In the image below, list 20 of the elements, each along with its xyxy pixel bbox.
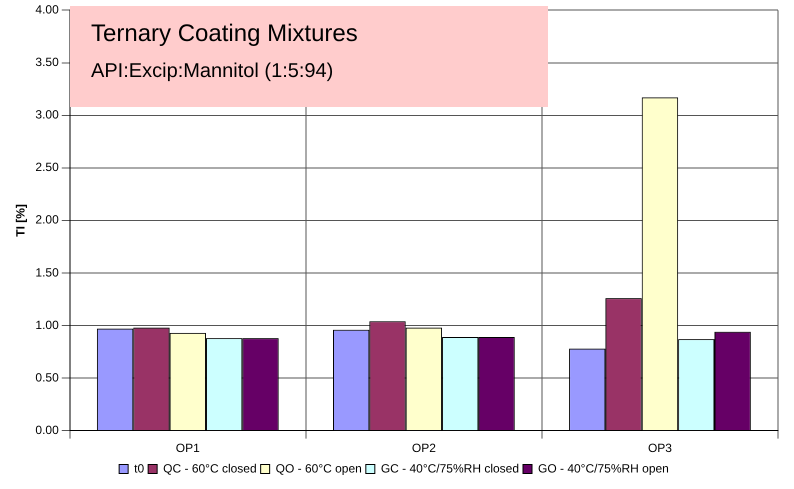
y-axis-title: TI [%] bbox=[14, 204, 28, 237]
legend-label: QC - 60°C closed bbox=[163, 461, 257, 476]
y-tick-label: 2.50 bbox=[35, 160, 60, 174]
y-tick-label: 0.50 bbox=[35, 370, 60, 384]
legend-label: GO - 40°C/75%RH open bbox=[538, 461, 669, 476]
chart-title: Ternary Coating Mixtures bbox=[91, 20, 359, 48]
legend-label: GC - 40°C/75%RH closed bbox=[380, 461, 520, 476]
y-tick-label: 2.00 bbox=[35, 212, 60, 227]
legend-label: QO - 60°C open bbox=[276, 461, 362, 476]
x-tick-label: OP3 bbox=[648, 441, 672, 456]
y-tick-label: 3.50 bbox=[35, 55, 60, 70]
title-panel: Ternary Coating Mixtures API:Excip:Mannitol (1:5:94) bbox=[70, 6, 548, 107]
x-tick-label: OP2 bbox=[412, 441, 436, 456]
y-tick-label: 1.00 bbox=[35, 318, 60, 332]
y-tick-label: 3.00 bbox=[35, 108, 60, 122]
legend-label: t0 bbox=[134, 461, 144, 476]
y-tick-label: 0.00 bbox=[35, 422, 60, 437]
y-tick-label: 4.00 bbox=[35, 2, 60, 17]
x-tick-label: OP1 bbox=[176, 441, 200, 456]
y-tick-label: 1.50 bbox=[35, 265, 60, 280]
